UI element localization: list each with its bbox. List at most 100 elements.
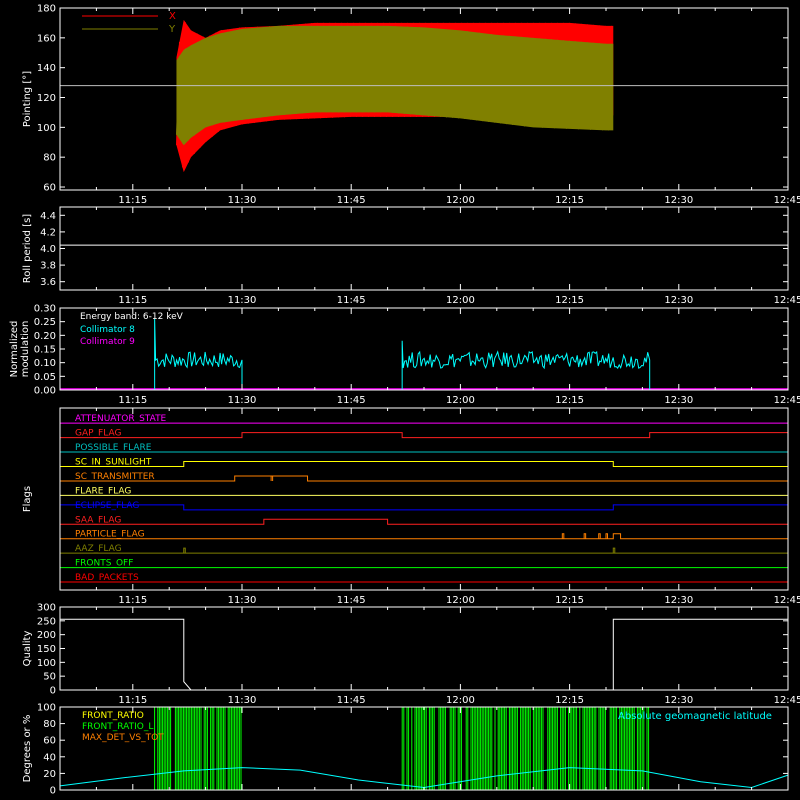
flag-label: SAA_FLAG bbox=[75, 515, 121, 525]
legend-label: FRONT_RATIO_L bbox=[82, 722, 153, 732]
panel-flags bbox=[59, 407, 789, 591]
x-tick-label: 11:45 bbox=[337, 595, 366, 606]
series-quality bbox=[60, 618, 788, 691]
y-tick-label: 160 bbox=[37, 33, 56, 44]
x-tick-label: 11:45 bbox=[337, 195, 366, 206]
x-tick-label: 11:45 bbox=[337, 295, 366, 306]
y-tick-label: 3.8 bbox=[40, 261, 56, 272]
flag-line-aaz-flag bbox=[60, 547, 788, 554]
y-tick-label: 40 bbox=[43, 752, 56, 763]
y-tick-label: 80 bbox=[43, 153, 56, 164]
panel-ratios bbox=[59, 706, 789, 791]
y-tick-label: 4.4 bbox=[40, 211, 56, 222]
x-tick-label: 11:15 bbox=[118, 695, 147, 706]
flag-label: AAZ_FLAG bbox=[75, 544, 122, 554]
flag-label: ECLIPSE_FLAG bbox=[75, 501, 139, 511]
panel-modulation bbox=[59, 307, 789, 391]
x-tick-label: 11:30 bbox=[228, 195, 257, 206]
panel-quality bbox=[59, 606, 789, 691]
panel-frame bbox=[59, 407, 789, 591]
x-tick-label: 12:30 bbox=[664, 395, 693, 406]
x-tick-label: 12:15 bbox=[555, 195, 584, 206]
legend-label-latitude: Absolute geomagnetic latitude bbox=[618, 711, 772, 722]
legend-label: X bbox=[169, 11, 176, 22]
y-tick-label: 0 bbox=[50, 786, 56, 797]
y-axis-label: Quality bbox=[22, 631, 33, 667]
x-tick-label: 12:00 bbox=[446, 595, 475, 606]
flag-line-saa-flag bbox=[60, 518, 788, 525]
panel-frame bbox=[59, 206, 789, 291]
y-tick-label: 80 bbox=[43, 719, 56, 730]
y-tick-label: 100 bbox=[37, 123, 56, 134]
series-collimator-8-segment bbox=[154, 318, 243, 390]
flag-label: FRONTS_OFF bbox=[75, 559, 133, 569]
x-tick-label: 12:30 bbox=[664, 695, 693, 706]
series-collimator-8-segment bbox=[401, 340, 651, 390]
y-tick-label: 300 bbox=[37, 603, 56, 614]
y-tick-label: 0.15 bbox=[34, 345, 56, 356]
x-tick-label: 12:15 bbox=[555, 595, 584, 606]
y-tick-label: 0.00 bbox=[34, 386, 56, 397]
flag-line-sc-in-sunlight bbox=[60, 461, 788, 467]
flag-line-sc-transmitter bbox=[60, 475, 788, 482]
x-tick-label: 12:00 bbox=[446, 395, 475, 406]
legend-label: FRONT_RATIO bbox=[82, 711, 144, 721]
x-tick-label: 12:00 bbox=[446, 195, 475, 206]
legend-label: Y bbox=[168, 24, 176, 35]
y-tick-label: 150 bbox=[37, 644, 56, 655]
y-axis-label: Degrees or % bbox=[22, 715, 33, 783]
x-tick-label: 11:15 bbox=[118, 195, 147, 206]
x-tick-label: 12:15 bbox=[555, 695, 584, 706]
y-tick-label: 3.6 bbox=[40, 277, 56, 288]
x-tick-label: 12:30 bbox=[664, 195, 693, 206]
x-tick-label: 11:15 bbox=[118, 295, 147, 306]
y-tick-label: 0 bbox=[50, 686, 56, 697]
y-axis-label: Flags bbox=[22, 486, 33, 512]
y-tick-label: 200 bbox=[37, 630, 56, 641]
y-tick-label: 0.30 bbox=[34, 304, 56, 315]
x-tick-label: 12:45 bbox=[774, 695, 800, 706]
flag-label: PARTICLE_FLAG bbox=[75, 530, 145, 540]
x-tick-label: 12:15 bbox=[555, 395, 584, 406]
y-tick-label: 100 bbox=[37, 703, 56, 714]
x-tick-label: 11:15 bbox=[118, 595, 147, 606]
y-tick-label: 100 bbox=[37, 658, 56, 669]
y-tick-label: 50 bbox=[43, 672, 56, 683]
flag-label: POSSIBLE_FLARE bbox=[75, 443, 152, 453]
x-tick-label: 12:45 bbox=[774, 295, 800, 306]
y-axis-label: modulation bbox=[20, 321, 31, 378]
x-tick-label: 12:45 bbox=[774, 195, 800, 206]
y-tick-label: 180 bbox=[37, 4, 56, 15]
x-tick-label: 11:30 bbox=[228, 295, 257, 306]
legend-label: MAX_DET_VS_TOT bbox=[82, 733, 164, 743]
y-tick-label: 4.2 bbox=[40, 227, 56, 238]
x-tick-label: 12:00 bbox=[446, 695, 475, 706]
flag-line-particle-flag bbox=[60, 533, 788, 540]
y-tick-label: 140 bbox=[37, 63, 56, 74]
flag-label: FLARE_FLAG bbox=[75, 486, 131, 496]
y-tick-label: 60 bbox=[43, 183, 56, 194]
y-tick-label: 0.10 bbox=[34, 358, 56, 369]
flag-label: BAD_PACKETS bbox=[75, 573, 139, 583]
y-tick-label: 0.25 bbox=[34, 317, 56, 328]
legend-label: Collimator 8 bbox=[80, 325, 135, 335]
x-tick-label: 12:45 bbox=[774, 595, 800, 606]
y-axis-label: Roll period [s] bbox=[22, 214, 33, 283]
x-tick-label: 11:30 bbox=[228, 695, 257, 706]
y-tick-label: 4.0 bbox=[40, 244, 56, 255]
y-tick-label: 250 bbox=[37, 616, 56, 627]
y-axis-label: Pointing [°] bbox=[22, 71, 33, 127]
x-tick-label: 11:15 bbox=[118, 395, 147, 406]
flag-line-eclipse-flag bbox=[59, 504, 789, 511]
x-tick-label: 11:45 bbox=[337, 395, 366, 406]
x-tick-label: 12:30 bbox=[664, 595, 693, 606]
legend-title: Energy band: 6-12 keV bbox=[80, 312, 184, 322]
x-tick-label: 11:30 bbox=[228, 395, 257, 406]
flag-label: SC_IN_SUNLIGHT bbox=[75, 458, 152, 468]
flag-label: GAP_FLAG bbox=[75, 429, 121, 439]
x-tick-label: 12:45 bbox=[774, 395, 800, 406]
x-tick-label: 12:30 bbox=[664, 295, 693, 306]
x-tick-label: 11:45 bbox=[337, 695, 366, 706]
series-line-y bbox=[176, 25, 612, 144]
